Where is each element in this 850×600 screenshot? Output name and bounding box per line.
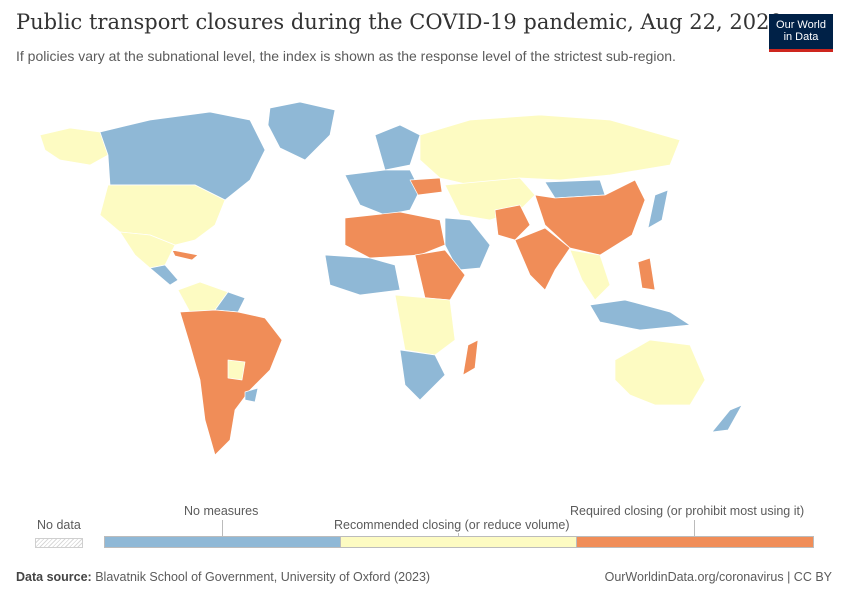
footer-url[interactable]: OurWorldinData.org/coronavirus | CC BY [604, 570, 832, 584]
logo-line-2: in Data [783, 31, 819, 43]
map-region-japan[interactable] [647, 189, 669, 229]
map-region-madagascar[interactable] [462, 339, 479, 376]
map-region-cuba[interactable] [171, 249, 199, 261]
map-region-southern-africa[interactable] [399, 349, 446, 401]
legend-label-recommended: Recommended closing (or reduce volume) [334, 518, 570, 532]
world-map [39, 101, 743, 456]
data-source: Data source: Blavatnik School of Governm… [16, 570, 430, 584]
map-region-indonesia[interactable] [589, 299, 691, 331]
legend-label-required: Required closing (or prohibit most using… [570, 504, 805, 518]
legend-tick-no-measures [222, 520, 223, 536]
map-region-afghanistan-pakistan[interactable] [494, 204, 531, 241]
map-region-paraguay[interactable] [227, 359, 246, 381]
map-region-alaska[interactable] [39, 127, 109, 166]
legend-label-no-measures: No measures [184, 504, 259, 518]
map-region-sudan-ethiopia[interactable] [414, 249, 466, 301]
map-region-australia[interactable] [614, 339, 706, 406]
data-source-text: Blavatnik School of Government, Universi… [95, 570, 431, 584]
map-region-russia[interactable] [419, 114, 681, 186]
map-region-greenland[interactable] [267, 101, 336, 161]
map-region-china[interactable] [534, 179, 646, 256]
map-region-north-africa[interactable] [344, 211, 446, 259]
map-region-canada[interactable] [99, 111, 266, 201]
legend-swatch-no-measures [104, 536, 341, 548]
map-region-peru-brazil-bolivia-argentina-chile[interactable] [179, 309, 283, 456]
map-region-europe-west[interactable] [344, 169, 421, 216]
map-region-india[interactable] [514, 227, 571, 291]
map-region-scandinavia[interactable] [374, 124, 421, 171]
map-region-central-america[interactable] [149, 264, 179, 286]
map-region-uruguay[interactable] [244, 387, 259, 403]
map-region-southeast-asia[interactable] [569, 249, 611, 301]
legend-tick-recommended [458, 533, 459, 537]
chart-subtitle: If policies vary at the subnational leve… [16, 48, 676, 64]
legend-swatch-recommended [340, 536, 577, 548]
map-region-usa[interactable] [99, 184, 226, 246]
data-source-label: Data source: [16, 570, 92, 584]
logo-bar [769, 49, 833, 52]
logo-line-1: Our World [776, 19, 826, 31]
legend-tick-required [694, 520, 695, 536]
legend-no-data-swatch [35, 538, 83, 548]
map-region-ukraine[interactable] [409, 177, 443, 196]
map-region-philippines[interactable] [637, 257, 656, 291]
chart-title: Public transport closures during the COV… [16, 10, 783, 34]
map-region-central-africa[interactable] [394, 294, 456, 356]
legend-swatch-required [576, 536, 814, 548]
map-region-west-africa[interactable] [324, 254, 401, 296]
legend-no-data-label: No data [37, 518, 81, 532]
map-region-new-zealand[interactable] [711, 404, 743, 433]
owid-logo[interactable]: Our World in Data [769, 14, 833, 52]
